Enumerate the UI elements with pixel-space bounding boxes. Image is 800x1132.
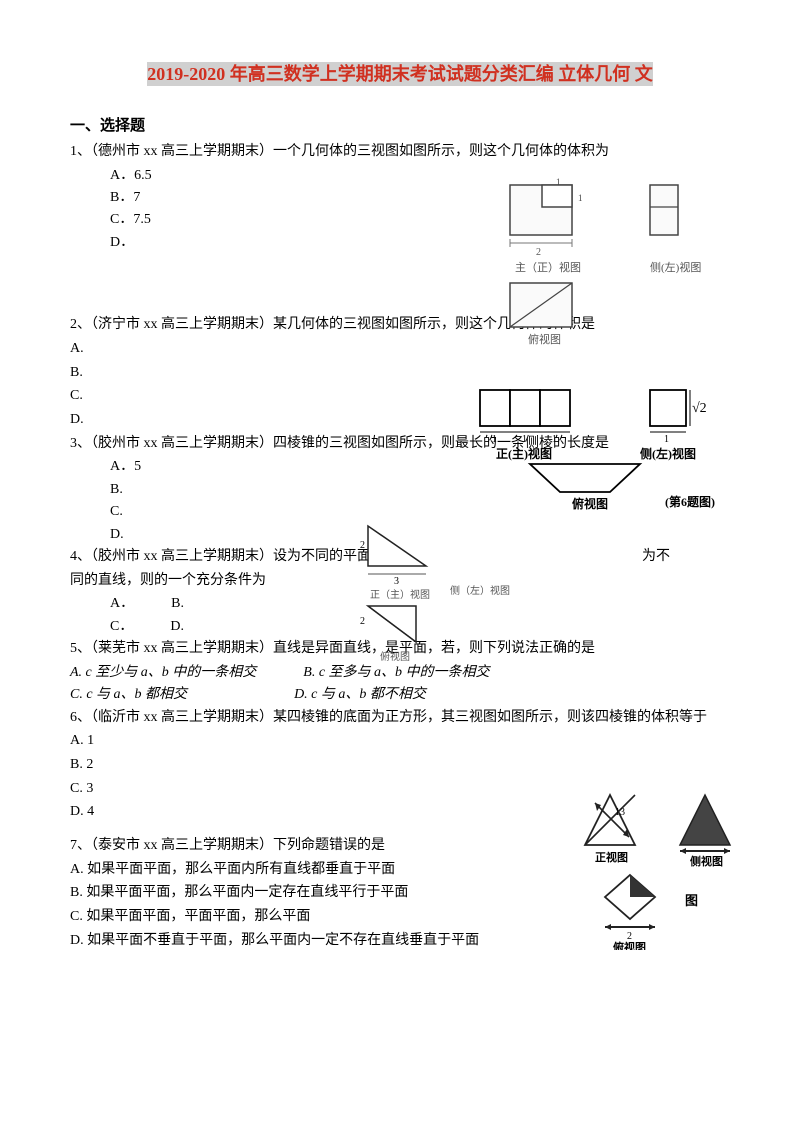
svg-text:主（正）视图: 主（正）视图 <box>515 260 581 274</box>
svg-text:侧视图: 侧视图 <box>690 854 723 868</box>
figure-3-svg: 2 3 正（主）视图 侧（左）视图 2 俯视图 <box>350 520 510 670</box>
svg-text:俯视图: 俯视图 <box>572 496 608 511</box>
q6-opt-b: B. 2 <box>70 754 730 776</box>
title-text: 2019-2020 年高三数学上学期期末考试试题分类汇编 立体几何 文 <box>147 62 653 86</box>
svg-text:俯视图: 俯视图 <box>613 940 646 950</box>
figure-2-svg: 1 1 1 正(主)视图 1 √2 侧(左)视图 俯视图 (第6题图) <box>470 380 760 520</box>
svg-text:2: 2 <box>360 540 365 551</box>
svg-text:1: 1 <box>492 434 497 445</box>
svg-text:1: 1 <box>664 434 669 445</box>
figure-2: 1 1 1 正(主)视图 1 √2 侧(左)视图 俯视图 (第6题图) <box>470 380 760 525</box>
figure-6: 13 正视图 侧视图 2 俯视图 图 <box>575 790 755 955</box>
svg-text:侧(左)视图: 侧(左)视图 <box>650 260 701 274</box>
svg-text:2: 2 <box>627 931 632 942</box>
q5-opt-c: C. c 与 a、b 都相交 <box>70 687 187 702</box>
q6-opt-a: A. 1 <box>70 730 730 752</box>
figure-3: 2 3 正（主）视图 侧（左）视图 2 俯视图 <box>350 520 510 675</box>
svg-text:1: 1 <box>578 193 583 203</box>
q1-stem: 1、（德州市 xx 高三上学期期末）一个几何体的三视图如图所示，则这个几何体的体… <box>70 141 730 163</box>
section-1-heading: 一、选择题 <box>70 114 730 135</box>
q4-opt-a: A． <box>110 596 134 611</box>
svg-text:俯视图: 俯视图 <box>528 332 561 345</box>
q4-stem2: 为不 <box>642 549 670 564</box>
svg-text:13: 13 <box>615 807 625 818</box>
svg-text:侧(左)视图: 侧(左)视图 <box>640 446 696 461</box>
q6-stem: 6、（临沂市 xx 高三上学期期末）某四棱锥的底面为正方形，其三视图如图所示，则… <box>70 707 730 729</box>
svg-text:图: 图 <box>685 893 698 908</box>
svg-text:1: 1 <box>552 434 557 445</box>
figure-6-svg: 13 正视图 侧视图 2 俯视图 图 <box>575 790 755 950</box>
svg-text:俯视图: 俯视图 <box>380 650 410 663</box>
figure-1: 1 1 2 主（正）视图 侧(左)视图 俯视图 <box>490 175 750 350</box>
svg-text:1: 1 <box>522 434 527 445</box>
q4-stem1: 4、（胶州市 xx 高三上学期期末）设为不同的平面， <box>70 549 385 564</box>
svg-text:正(主)视图: 正(主)视图 <box>496 446 552 461</box>
q4-opt-c: C． <box>110 619 133 634</box>
q5-row2: C. c 与 a、b 都相交 D. c 与 a、b 都不相交 <box>70 684 730 706</box>
q5-opt-d: D. c 与 a、b 都不相交 <box>294 687 426 702</box>
svg-text:侧（左）视图: 侧（左）视图 <box>450 584 510 597</box>
q5-opt-a: A. c 至少与 a、b 中的一条相交 <box>70 665 256 680</box>
svg-text:1: 1 <box>556 177 561 187</box>
svg-text:2: 2 <box>360 616 365 627</box>
q4-opt-d: D. <box>170 619 184 634</box>
svg-text:(第6题图): (第6题图) <box>665 494 715 509</box>
q4-opt-b: B. <box>171 596 184 611</box>
svg-text:3: 3 <box>394 576 399 587</box>
svg-text:正（主）视图: 正（主）视图 <box>370 588 430 601</box>
svg-text:√2: √2 <box>692 401 707 416</box>
svg-text:正视图: 正视图 <box>595 850 628 864</box>
page-title: 2019-2020 年高三数学上学期期末考试试题分类汇编 立体几何 文 <box>70 60 730 86</box>
figure-1-svg: 1 1 2 主（正）视图 侧(左)视图 俯视图 <box>490 175 750 345</box>
svg-text:2: 2 <box>536 247 541 258</box>
